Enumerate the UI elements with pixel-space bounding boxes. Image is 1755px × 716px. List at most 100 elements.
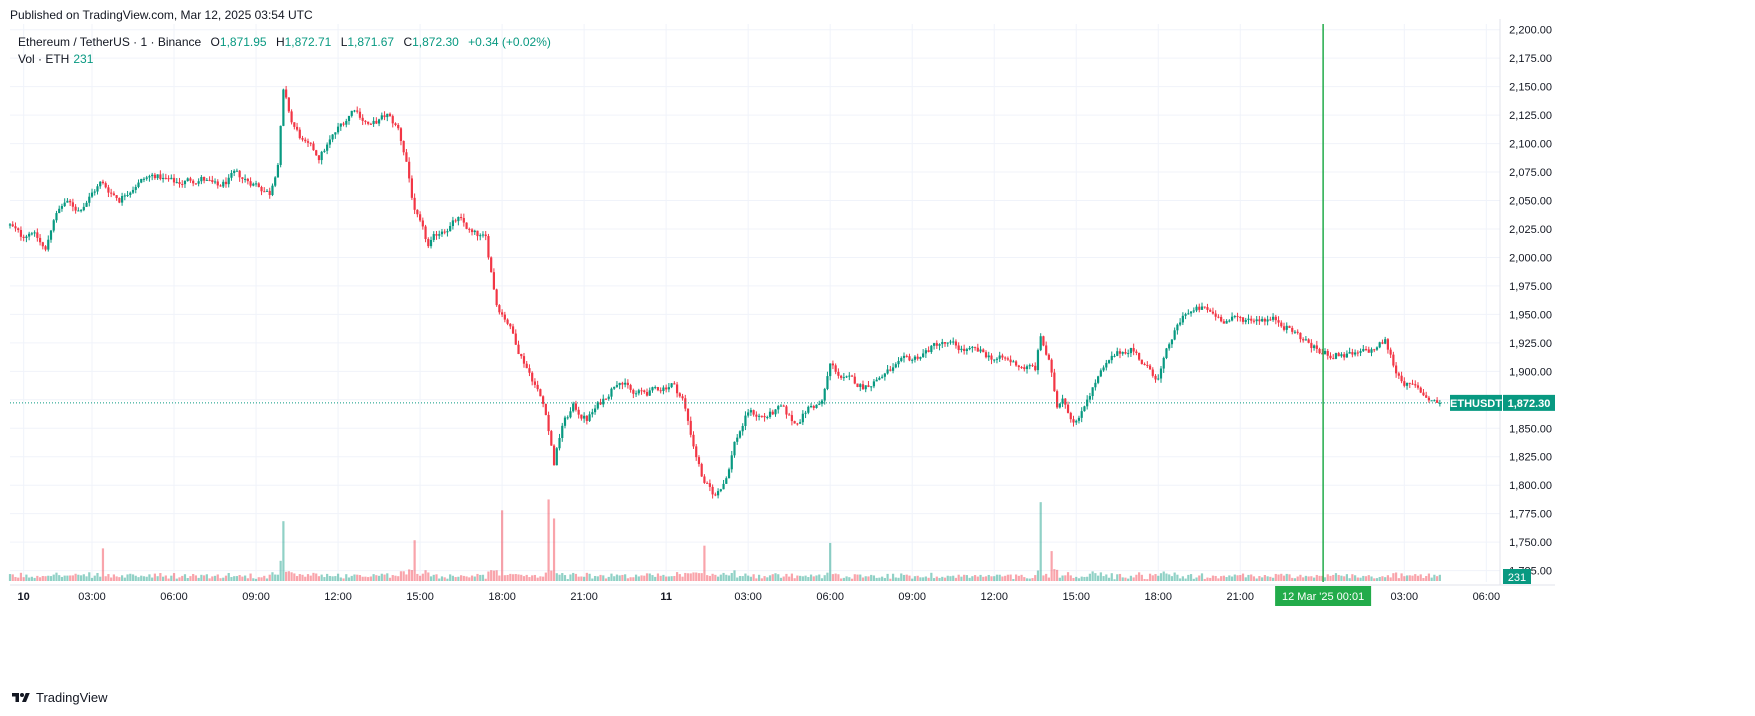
volume-bar (241, 576, 244, 581)
symbol-title[interactable]: Ethereum / TetherUS · 1 · Binance (18, 35, 202, 49)
candle-body (1405, 382, 1409, 386)
volume-bar (801, 576, 804, 581)
candle-body (1006, 358, 1009, 360)
candle-body (648, 390, 651, 396)
volume-bar (1217, 578, 1220, 581)
candle-body (175, 182, 178, 184)
volume-bar (11, 574, 14, 581)
volume-bar (1433, 574, 1436, 581)
volume-bar (30, 576, 33, 581)
candle-body (561, 425, 564, 439)
volume-bar (1236, 575, 1239, 581)
volume-bar (1375, 578, 1379, 581)
candle-body (1408, 382, 1411, 384)
candle-body (470, 229, 474, 233)
volume-bar (708, 575, 711, 581)
candle-body (1151, 369, 1154, 376)
volume-bar (1405, 575, 1409, 581)
volume-bar (380, 573, 383, 581)
volume-label[interactable]: Vol · ETH (18, 52, 70, 66)
volume-bar (531, 575, 534, 581)
candle-body (842, 377, 845, 379)
volume-bar (790, 573, 794, 581)
candle-body (1356, 352, 1359, 354)
candle-body (326, 144, 329, 151)
candle-body (872, 381, 876, 387)
candle-body (1211, 311, 1215, 314)
candle-body (1187, 313, 1190, 315)
volume-bar (230, 577, 233, 581)
candle-body (1354, 352, 1357, 355)
volume-bar (301, 574, 304, 581)
candle-body (1304, 339, 1307, 341)
volume-bar (943, 577, 947, 581)
candle-body (1206, 307, 1209, 310)
volume-bar (1373, 578, 1376, 581)
candle-body (115, 195, 118, 199)
volume-bar (856, 574, 859, 581)
candle-body (394, 123, 397, 125)
candle-body (1285, 325, 1288, 330)
candle-body (63, 202, 66, 207)
volume-bar (1047, 577, 1050, 581)
volume-bar (345, 574, 348, 581)
volume-bar (1200, 573, 1204, 581)
candle-body (820, 400, 824, 404)
volume-bar (468, 577, 471, 581)
volume-bar (1214, 575, 1217, 581)
volume-bar (774, 573, 777, 581)
volume-bar (416, 573, 419, 581)
candle-body (1438, 402, 1441, 404)
volume-bar (656, 573, 660, 581)
volume-bar (96, 572, 99, 581)
candle-body (580, 414, 583, 419)
volume-bar (585, 572, 588, 581)
volume-bar (703, 545, 706, 581)
candle-body (230, 173, 233, 178)
volume-bar (1080, 576, 1083, 581)
candle-body (1088, 396, 1092, 400)
time-axis[interactable]: 10 03:00 06:00 09:00 12:00 15:00 18:00 21:00 11 0… (10, 584, 1555, 603)
volume-bar (1006, 574, 1009, 581)
candle-body (1373, 349, 1376, 351)
volume-bar (257, 577, 260, 581)
volume-bar (763, 576, 766, 581)
volume-bar (1192, 578, 1195, 581)
close-label: C (403, 35, 413, 49)
volume-bar (1148, 573, 1152, 581)
volume-bar (788, 576, 791, 581)
volume-bar (577, 576, 580, 581)
volume-bar (326, 573, 329, 581)
candle-body (369, 123, 372, 125)
volume-bar (799, 575, 802, 581)
volume-bar (339, 577, 342, 581)
volume-bar (719, 574, 722, 581)
volume-bar (695, 572, 698, 581)
candle-body (758, 415, 761, 417)
price-chart[interactable]: 1,725.001,750.001,775.001,800.001,825.00… (0, 0, 1755, 686)
volume-bar (1225, 577, 1228, 581)
footer-brand[interactable]: TradingView (10, 690, 108, 705)
candle-body (522, 356, 526, 364)
volume-bar (613, 576, 616, 581)
candle-body (949, 341, 952, 343)
candle-body (809, 405, 813, 407)
candle-body (142, 178, 146, 180)
candle-body (47, 239, 50, 250)
volume-bar (766, 577, 769, 581)
candle-body (468, 228, 471, 230)
candle-body (853, 376, 856, 384)
volume-bar (490, 570, 493, 581)
candle-body (736, 437, 739, 442)
candle-body (555, 448, 558, 466)
volume-bar (993, 576, 996, 581)
price-axis[interactable]: 1,725.001,750.001,775.001,800.001,825.00… (1499, 19, 1552, 585)
candle-body (1375, 347, 1379, 350)
volume-bar (1329, 575, 1332, 581)
candle-body (192, 180, 195, 184)
candle-body (66, 200, 69, 203)
volume-bar (1110, 573, 1113, 581)
volume-bar (1430, 577, 1433, 581)
volume-bar (1091, 571, 1094, 581)
volume-bar (358, 575, 362, 581)
